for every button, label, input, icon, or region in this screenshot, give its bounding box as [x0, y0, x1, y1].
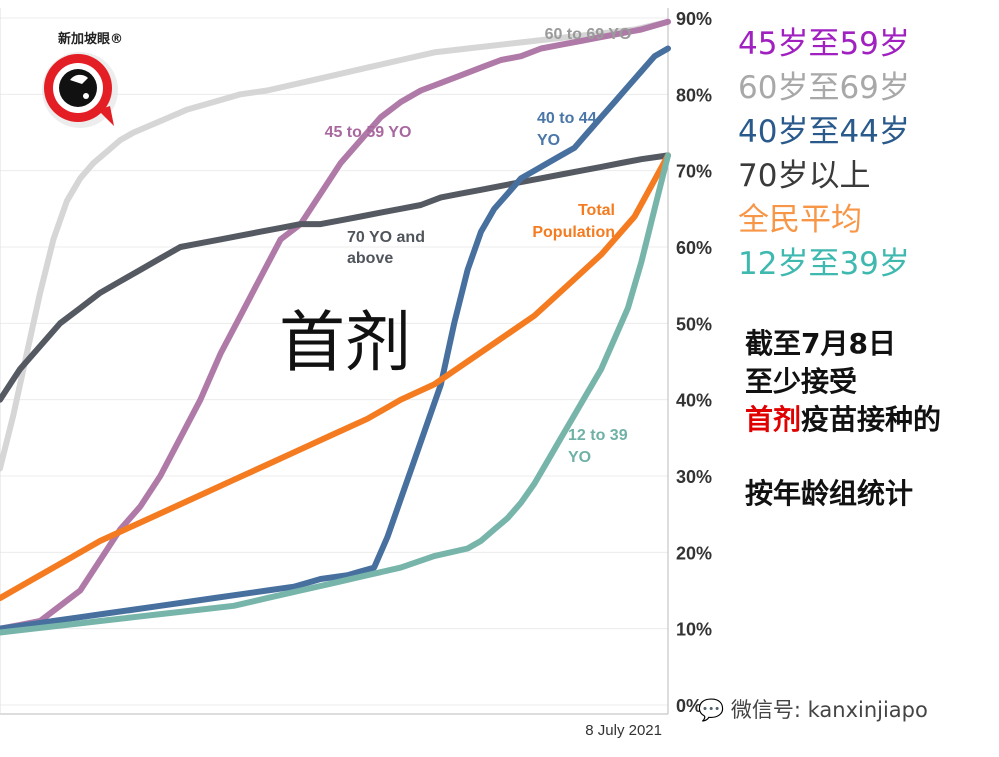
series-annotation: 70 YO and [347, 229, 425, 246]
series-annotation: above [347, 250, 393, 267]
y-tick-label: 40% [676, 391, 712, 411]
legend-item: 70岁以上 [738, 158, 871, 194]
series-annotation: YO [537, 132, 560, 149]
series-annotations: 60 to 69 YO 45 to 59 YO 40 to 44 YO Total Pop… [325, 26, 632, 466]
caption-line-rest: 疫苗接种的 [801, 403, 942, 436]
y-tick-label: 10% [676, 620, 712, 640]
series-annotation: 40 to 44 [537, 110, 597, 127]
caption-highlight: 首剂 [745, 403, 802, 436]
y-tick-label: 50% [676, 314, 712, 334]
gridlines [0, 8, 669, 715]
series-annotation: 12 to 39 [568, 427, 628, 444]
caption-line: 至少接受 [745, 365, 858, 398]
y-tick-label: 70% [676, 162, 712, 182]
series-line [0, 18, 671, 632]
logo-name: 新加坡眼® [58, 32, 124, 47]
logo-icon [42, 52, 118, 128]
series-annotation: Population [532, 224, 615, 241]
logo: 新加坡眼® [28, 22, 138, 132]
wechat-watermark: 💬 微信号: kanxinjiapo [698, 694, 928, 724]
y-tick-label: 80% [676, 85, 712, 105]
y-axis-ticks: 0% 10% 20% 30% 40% 50% 60% 70% 80% 90% [676, 9, 712, 716]
series-line [0, 152, 671, 602]
date-label: 8 July 2021 [585, 722, 662, 739]
legend-item: 60岁至69岁 [738, 70, 910, 106]
series-lines [0, 18, 671, 636]
caption-line: 截至7月8日 [745, 327, 896, 360]
legend-item: 全民平均 [738, 202, 862, 238]
legend-item: 40岁至44岁 [738, 114, 910, 150]
caption-line: 按年龄组统计 [745, 477, 914, 510]
series-annotation: 45 to 59 YO [325, 124, 412, 141]
caption-line: 首剂疫苗接种的 [745, 401, 941, 439]
watermark-text: 微信号: kanxinjiapo [730, 698, 928, 722]
y-tick-label: 0% [676, 696, 702, 716]
series-line [0, 152, 671, 636]
legend: 45岁至59岁 60岁至69岁 40岁至44岁 70岁以上 全民平均 12岁至3… [738, 22, 910, 286]
chart-title: 首剂 [279, 304, 411, 381]
legend-item: 12岁至39岁 [738, 246, 910, 282]
caption-notes: 截至7月8日 至少接受 首剂疫苗接种的 按年龄组统计 [745, 325, 941, 513]
y-tick-label: 60% [676, 238, 712, 258]
y-tick-label: 90% [676, 9, 712, 29]
y-tick-label: 20% [676, 543, 712, 563]
wechat-icon: 💬 [698, 698, 725, 722]
series-annotation: YO [568, 449, 591, 466]
y-tick-label: 30% [676, 467, 712, 487]
series-line [0, 45, 671, 632]
series-line [0, 18, 671, 472]
series-annotation: 60 to 69 YO [545, 26, 632, 43]
series-line [0, 152, 671, 403]
legend-item: 45岁至59岁 [738, 26, 910, 62]
series-annotation: Total [578, 202, 615, 219]
